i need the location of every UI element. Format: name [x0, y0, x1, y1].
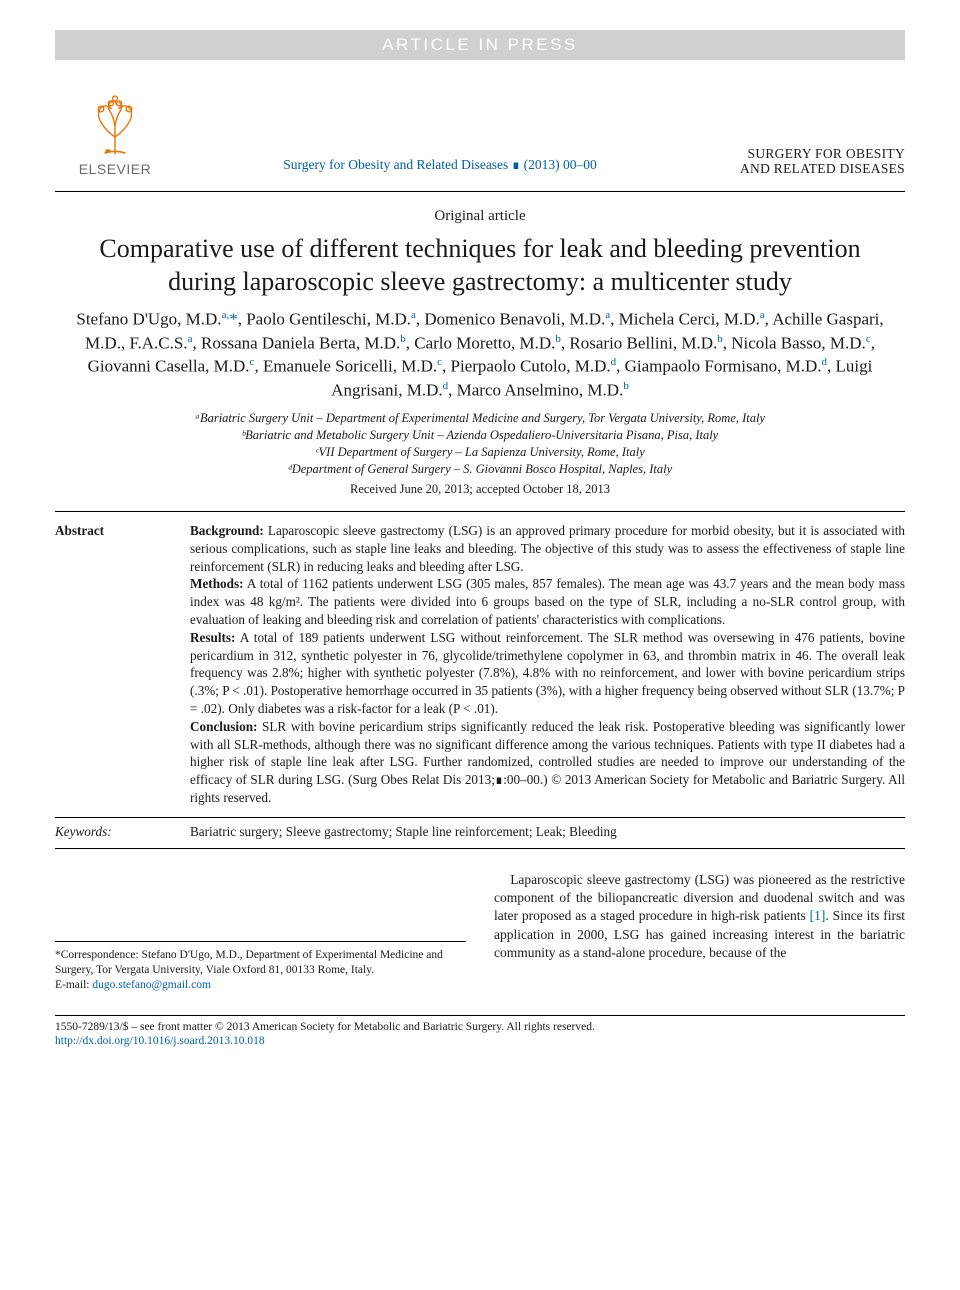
correspondence-block: *Correspondence: Stefano D'Ugo, M.D., De… [55, 941, 466, 993]
header-rule [55, 191, 905, 192]
abstract-methods: Methods: A total of 1162 patients underw… [190, 575, 905, 628]
article-page: ARTICLE IN PRESS ELSEVIER Surgery [0, 0, 960, 1290]
footer-issn: 1550-7289/13/$ – see front matter © 2013… [55, 1020, 905, 1035]
correspondence-email-row: E-mail: dugo.stefano@gmail.com [55, 978, 466, 993]
keywords-label: Keywords: [55, 824, 170, 840]
abstract-block: Abstract Background: Laparoscopic sleeve… [55, 511, 905, 818]
abstract-conclusion: Conclusion: SLR with bovine pericardium … [190, 718, 905, 807]
publisher-logo-block: ELSEVIER [55, 88, 175, 177]
journal-reference: Surgery for Obesity and Related Diseases… [175, 157, 705, 177]
doi-link[interactable]: http://dx.doi.org/10.1016/j.soard.2013.1… [55, 1035, 905, 1047]
keywords-row: Keywords: Bariatric surgery; Sleeve gast… [55, 818, 905, 849]
header-row: ELSEVIER Surgery for Obesity and Related… [55, 88, 905, 177]
abstract-label: Abstract [55, 522, 170, 807]
footer-rule [55, 1015, 905, 1016]
author-list: Stefano D'Ugo, M.D.a,*, Paolo Gentilesch… [55, 308, 905, 402]
affiliation-line: ᶜVII Department of Surgery – La Sapienza… [55, 444, 905, 461]
intro-paragraph: Laparoscopic sleeve gastrectomy (LSG) wa… [494, 871, 905, 962]
publisher-name: ELSEVIER [79, 161, 151, 177]
article-in-press-banner: ARTICLE IN PRESS [55, 30, 905, 60]
citation-link[interactable]: [1] [810, 908, 826, 923]
abstract-results: Results: A total of 189 patients underwe… [190, 629, 905, 718]
body-columns: *Correspondence: Stefano D'Ugo, M.D., De… [55, 871, 905, 993]
article-type: Original article [55, 208, 905, 225]
article-title: Comparative use of different techniques … [55, 233, 905, 298]
abstract-body: Background: Laparoscopic sleeve gastrect… [190, 522, 905, 807]
affiliation-line: ᵇBariatric and Metabolic Surgery Unit – … [55, 427, 905, 444]
keywords-text: Bariatric surgery; Sleeve gastrectomy; S… [190, 824, 905, 840]
correspondence-email-link[interactable]: dugo.stefano@gmail.com [92, 979, 211, 991]
journal-title-line1: SURGERY FOR OBESITY [705, 147, 905, 162]
affiliation-line: ᵈDepartment of General Surgery – S. Giov… [55, 461, 905, 478]
elsevier-tree-icon [80, 88, 150, 158]
correspondence-text: *Correspondence: Stefano D'Ugo, M.D., De… [55, 948, 466, 978]
affiliation-line: ᵃBariatric Surgery Unit – Department of … [55, 410, 905, 427]
journal-title-logo: SURGERY FOR OBESITY AND RELATED DISEASES [705, 147, 905, 177]
left-column: *Correspondence: Stefano D'Ugo, M.D., De… [55, 871, 466, 993]
abstract-background: Background: Laparoscopic sleeve gastrect… [190, 522, 905, 575]
email-label: E-mail: [55, 979, 92, 991]
affiliations-list: ᵃBariatric Surgery Unit – Department of … [55, 410, 905, 478]
right-column: Laparoscopic sleeve gastrectomy (LSG) wa… [494, 871, 905, 993]
received-dates: Received June 20, 2013; accepted October… [55, 482, 905, 497]
journal-title-line2: AND RELATED DISEASES [705, 162, 905, 177]
